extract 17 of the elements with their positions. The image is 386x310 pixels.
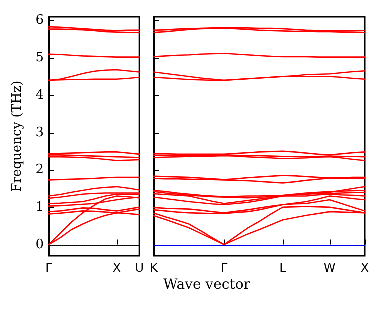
x-tick-label: Γ bbox=[46, 261, 53, 275]
y-tick-label: 5 bbox=[36, 50, 44, 66]
x-tick-label: L bbox=[280, 261, 287, 275]
y-tick-label: 2 bbox=[36, 162, 44, 178]
y-tick-label: 6 bbox=[36, 13, 44, 28]
x-tick-label: X bbox=[112, 261, 122, 275]
y-tick-label: 1 bbox=[36, 200, 44, 215]
y-tick-label: 0 bbox=[36, 237, 44, 252]
y-tick-label: 3 bbox=[36, 125, 44, 140]
x-tick-label: X bbox=[360, 261, 370, 275]
y-axis-title: Frequency (THz) bbox=[10, 80, 25, 192]
x-tick-label: U bbox=[135, 261, 144, 275]
x-tick-label: K bbox=[150, 261, 160, 275]
x-tick-label: W bbox=[324, 261, 336, 275]
x-tick-label: Γ bbox=[220, 261, 228, 275]
y-tick-label: 4 bbox=[36, 88, 44, 103]
x-axis-title: Wave vector bbox=[162, 277, 252, 293]
